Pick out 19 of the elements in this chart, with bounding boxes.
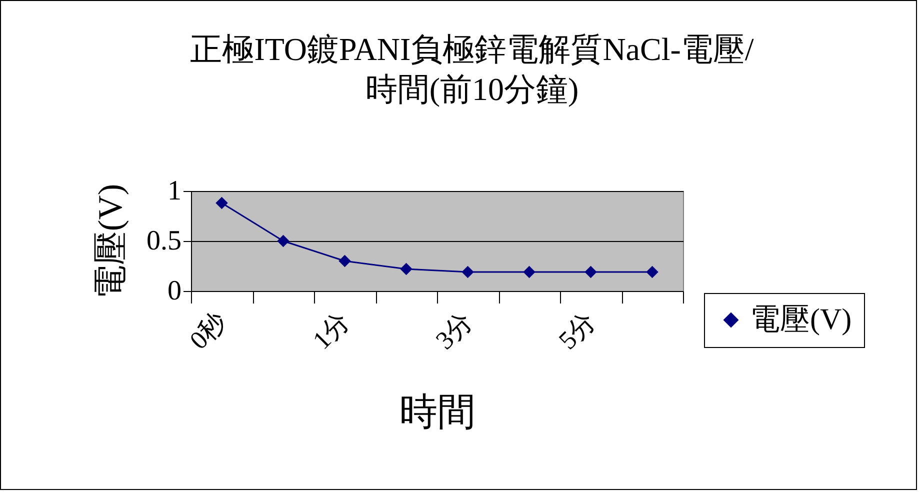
point — [584, 266, 597, 278]
x-tick-label: 3分 — [430, 306, 478, 355]
point — [523, 266, 536, 278]
point — [216, 196, 228, 210]
x-tick-label: 5分 — [553, 306, 602, 355]
point — [277, 234, 290, 248]
x-axis-title: 時間 — [400, 391, 476, 434]
y-axis-title: 電壓(V) — [92, 184, 130, 300]
point — [646, 266, 658, 278]
point — [338, 254, 351, 268]
y-tick-label: 1 — [168, 176, 182, 206]
y-tick-label: 0 — [168, 276, 182, 306]
x-tick-label: 0秒 — [184, 306, 232, 355]
x-tick-label: 1分 — [307, 306, 356, 355]
point — [462, 266, 474, 278]
y-tick-label: 0.5 — [146, 226, 182, 256]
point — [400, 262, 412, 276]
chart-title: 正極ITO鍍PANI負極鋅電解質NaCl-電壓/時間(前10分鐘) — [190, 31, 754, 107]
legend-label: 電壓(V) — [750, 303, 852, 336]
